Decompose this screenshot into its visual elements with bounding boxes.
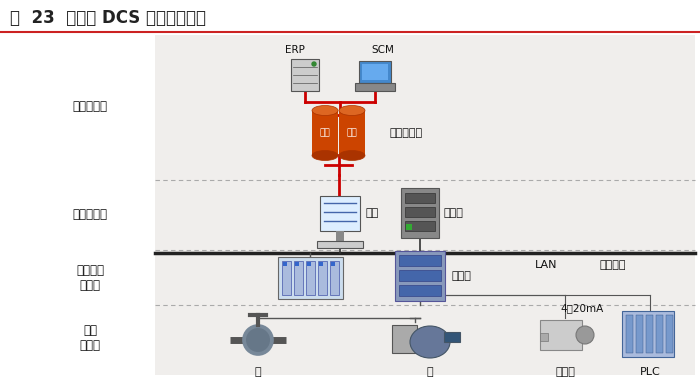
Bar — [155, 35, 695, 375]
Circle shape — [243, 325, 273, 355]
Bar — [405, 221, 435, 231]
Bar — [656, 315, 663, 353]
Ellipse shape — [339, 150, 365, 160]
Text: 泵: 泵 — [427, 367, 433, 377]
Bar — [312, 111, 338, 155]
Bar — [291, 59, 319, 91]
Bar — [399, 285, 441, 296]
Bar — [318, 261, 326, 295]
Bar — [622, 311, 674, 357]
Ellipse shape — [312, 150, 338, 160]
Bar — [320, 196, 360, 230]
Bar — [355, 83, 395, 91]
Text: PLC: PLC — [640, 367, 660, 377]
Bar — [318, 262, 323, 266]
Text: SCM: SCM — [372, 45, 394, 55]
Bar — [540, 320, 582, 350]
Bar — [392, 325, 417, 353]
Bar — [646, 315, 653, 353]
Bar — [362, 64, 388, 80]
Bar — [395, 251, 445, 301]
Text: 阀: 阀 — [255, 367, 261, 377]
Bar — [399, 270, 441, 281]
Bar — [317, 241, 363, 247]
Bar — [283, 262, 286, 266]
Text: 企业管理层: 企业管理层 — [73, 100, 108, 113]
Text: LAN: LAN — [535, 260, 557, 270]
Text: 数据: 数据 — [346, 128, 358, 138]
Ellipse shape — [576, 326, 594, 344]
Text: ERP: ERP — [285, 45, 305, 55]
Bar — [305, 261, 314, 295]
Text: 专用接口: 专用接口 — [600, 260, 626, 270]
Circle shape — [312, 62, 316, 66]
Bar — [330, 262, 335, 266]
Bar — [359, 61, 391, 83]
Text: 操作站: 操作站 — [444, 208, 464, 218]
Text: 组态: 组态 — [366, 208, 379, 218]
Bar — [540, 333, 548, 341]
Bar — [293, 261, 302, 295]
Bar — [277, 257, 342, 299]
Bar — [399, 255, 441, 266]
Bar — [405, 193, 435, 203]
Text: 图  23  第四代 DCS 系统体系结构: 图 23 第四代 DCS 系统体系结构 — [10, 9, 206, 27]
Text: 实时数据库: 实时数据库 — [390, 128, 423, 138]
Bar — [626, 315, 633, 353]
Bar — [636, 315, 643, 353]
Bar — [339, 111, 365, 155]
Ellipse shape — [410, 326, 450, 358]
Text: 现场
仪表层: 现场 仪表层 — [80, 324, 101, 352]
Text: 数据: 数据 — [320, 128, 330, 138]
Text: 控制装置
单元层: 控制装置 单元层 — [76, 264, 104, 292]
Bar — [330, 261, 339, 295]
Ellipse shape — [339, 105, 365, 116]
Text: 控制站: 控制站 — [452, 271, 472, 281]
Bar — [336, 230, 344, 241]
Bar — [307, 262, 311, 266]
Bar — [406, 224, 412, 230]
Bar — [281, 261, 290, 295]
Text: 变送器: 变送器 — [555, 367, 575, 377]
Bar — [666, 315, 673, 353]
Bar — [295, 262, 298, 266]
Circle shape — [246, 328, 270, 352]
Bar — [405, 207, 435, 217]
Bar — [401, 188, 439, 238]
Text: 4～20mA: 4～20mA — [560, 303, 603, 313]
Bar — [444, 332, 460, 342]
Ellipse shape — [312, 105, 338, 116]
Text: 工厂管理层: 工厂管理层 — [73, 208, 108, 221]
